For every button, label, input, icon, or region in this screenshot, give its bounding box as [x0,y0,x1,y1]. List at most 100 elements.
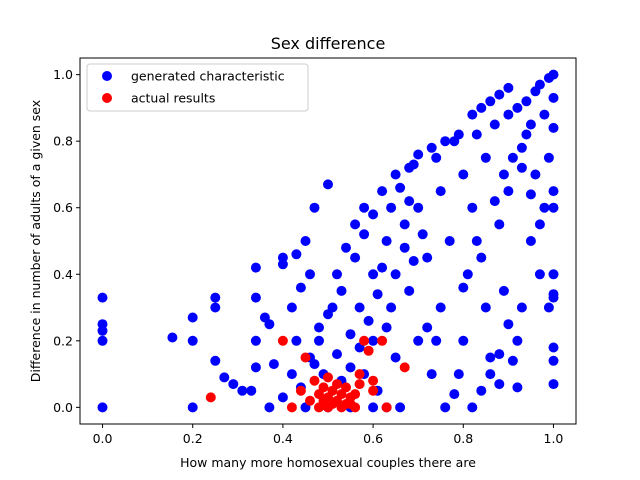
point-actual [368,375,379,386]
point-generated [539,202,550,213]
point-generated [462,269,473,280]
point-generated [97,292,108,303]
point-actual [381,402,392,413]
series-generated [97,69,559,413]
point-generated [309,202,320,213]
point-generated [377,186,388,197]
point-generated [341,242,351,253]
point-generated [237,385,248,396]
point-generated [363,315,374,326]
point-generated [210,292,221,303]
point-generated [548,186,559,197]
point-generated [534,219,545,230]
point-generated [413,335,424,346]
series-actual [205,335,410,413]
point-actual [359,335,370,346]
point-actual [309,375,320,386]
point-generated [422,252,433,263]
point-generated [277,392,288,403]
point-generated [219,372,230,383]
point-generated [440,402,451,413]
point-generated [413,149,424,160]
point-generated [507,355,518,366]
point-generated [548,292,559,303]
point-generated [543,152,554,163]
x-tick-label: 1.0 [544,431,564,446]
point-generated [516,162,527,173]
point-generated [426,369,437,380]
point-generated [286,369,297,380]
point-actual [318,382,329,393]
point-generated [345,329,356,340]
legend-label-generated: generated characteristic [131,69,285,84]
y-tick-label: 0.8 [53,134,73,149]
chart-title: Sex difference [271,34,386,53]
point-generated [516,302,527,313]
point-generated [408,256,419,266]
point-generated [516,142,527,153]
point-generated [399,219,410,230]
points-layer [97,69,559,413]
point-generated [458,169,469,180]
point-generated [291,249,302,260]
point-generated [345,362,356,373]
point-generated [503,82,514,93]
point-generated [494,219,505,230]
point-generated [498,169,509,180]
point-generated [426,142,437,153]
point-generated [476,385,487,396]
point-generated [489,119,500,130]
point-generated [250,292,261,303]
point-generated [471,236,482,246]
point-generated [494,379,505,390]
point-actual [368,385,379,396]
point-generated [530,169,541,180]
point-generated [435,302,446,313]
point-actual [205,392,216,403]
point-actual [377,335,388,346]
point-generated [305,269,315,280]
point-generated [503,186,514,197]
point-generated [210,302,221,313]
point-generated [485,96,496,107]
point-generated [250,335,261,346]
point-generated [521,96,532,107]
point-actual [354,369,365,380]
point-generated [422,322,433,333]
point-generated [336,285,347,296]
x-axis-label: How many more homosexual couples there a… [180,455,476,470]
point-generated [359,229,370,240]
point-generated [507,152,518,163]
point-generated [295,282,306,293]
point-generated [228,379,239,390]
point-actual [295,385,306,396]
point-generated [264,402,275,413]
y-axis-ticks: 0.0 0.2 0.4 0.6 0.8 1.0 [53,67,80,415]
point-generated [480,302,491,313]
point-generated [395,402,406,413]
point-generated [467,202,478,213]
point-generated [354,302,365,313]
point-generated [548,355,559,366]
point-actual [350,402,361,413]
point-generated [259,312,270,323]
x-axis-ticks: 0.0 0.2 0.4 0.6 0.8 1.0 [93,424,564,446]
legend: generated characteristic actual results [86,63,309,112]
point-generated [167,332,178,343]
point-actual [286,402,297,413]
point-generated [444,236,455,246]
point-generated [485,352,496,363]
point-generated [435,186,446,197]
y-tick-label: 0.2 [53,333,73,348]
point-generated [291,335,302,346]
point-generated [503,109,514,120]
point-generated [498,285,509,296]
point-generated [404,285,415,296]
point-generated [476,102,487,113]
point-generated [187,312,198,323]
point-generated [323,179,333,190]
point-generated [399,242,410,253]
point-generated [521,129,532,140]
point-generated [386,202,397,213]
